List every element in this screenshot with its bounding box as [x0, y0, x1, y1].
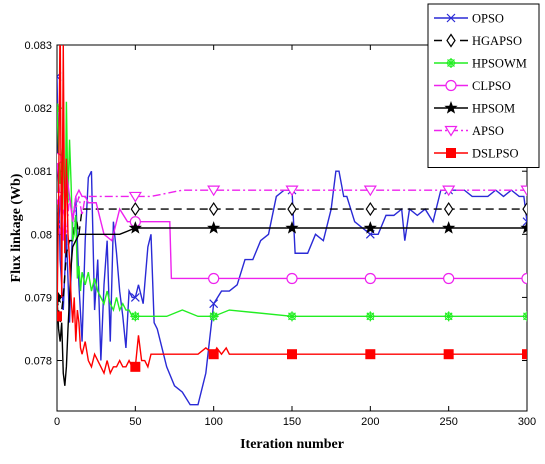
x-axis-title: Iteration number — [240, 437, 344, 452]
series-marker-hpsowm — [365, 311, 376, 322]
legend-marker-apso — [444, 125, 458, 137]
legend-marker-dslpso — [446, 148, 456, 158]
series-marker-apso — [520, 185, 527, 197]
series-line-hpsowm — [57, 101, 527, 318]
y-tick-label: 0.079 — [24, 292, 52, 304]
series-marker-dslpso — [57, 311, 62, 322]
series-marker-apso — [207, 185, 221, 197]
legend-label-opso: OPSO — [472, 12, 504, 26]
series-marker-apso — [128, 191, 142, 203]
series-marker-hgapso — [522, 201, 527, 217]
series-marker-dslpso — [522, 349, 527, 360]
series-marker-clpso — [364, 272, 376, 285]
series-hpsom — [57, 221, 527, 386]
legend: OPSO HGAPSO HPSOWM CLPSO HPSOM APSO DSLPSO — [427, 3, 540, 168]
series-dslpso — [57, 45, 527, 376]
x-tick-label: 150 — [283, 416, 301, 428]
series-marker-clpso — [443, 272, 455, 285]
series-marker-clpso — [286, 272, 298, 285]
legend-marker-clpso — [445, 79, 457, 92]
series-marker-clpso — [208, 272, 220, 285]
series-marker-hpsom — [520, 221, 527, 234]
series-line-hpsom — [57, 227, 527, 386]
legend-label-clpso: CLPSO — [472, 79, 511, 93]
series-marker-hgapso — [443, 201, 454, 217]
legend-label-hpsom: HPSOM — [472, 102, 515, 116]
series-marker-hpsowm — [443, 311, 454, 322]
series-marker-hpsom — [363, 221, 377, 234]
series-marker-dslpso — [130, 361, 141, 372]
series-marker-apso — [363, 185, 377, 197]
series-marker-hgapso — [287, 201, 297, 217]
series-marker-hpsowm — [287, 311, 297, 322]
legend-marker-opso — [446, 13, 456, 23]
x-tick-label: 250 — [439, 416, 457, 428]
series-line-dslpso — [57, 45, 527, 376]
y-tick-label: 0.083 — [24, 40, 52, 52]
series-marker-hpsom — [285, 221, 299, 234]
legend-marker-hpsom — [444, 101, 458, 114]
series-marker-apso — [285, 185, 299, 197]
series-marker-hgapso — [130, 201, 141, 217]
legend-label-hgapso: HGAPSO — [472, 34, 522, 48]
x-tick-label: 0 — [54, 416, 60, 428]
series-marker-hgapso — [208, 201, 219, 217]
legend-marker-hpsowm — [446, 58, 456, 68]
legend-label-dslpso: DSLPSO — [472, 147, 519, 161]
y-tick-label: 0.082 — [24, 103, 52, 115]
series-marker-hpsom — [207, 221, 221, 234]
plot-area — [57, 45, 527, 406]
legend-label-apso: APSO — [472, 124, 504, 138]
series-marker-apso — [442, 185, 456, 197]
series-marker-hpsom — [128, 221, 142, 234]
x-tick-label: 200 — [361, 416, 379, 428]
series-marker-opso — [130, 292, 140, 302]
series-marker-opso — [522, 217, 527, 227]
y-tick-label: 0.078 — [24, 356, 52, 368]
series-marker-dslpso — [365, 349, 376, 360]
y-tick-label: 0.08 — [31, 229, 52, 241]
legend-label-hpsowm: HPSOWM — [472, 57, 527, 71]
series-marker-opso — [209, 299, 219, 309]
y-tick-label: 0.081 — [24, 166, 52, 178]
series-marker-hpsowm — [130, 311, 141, 322]
series-marker-hpsowm — [208, 311, 219, 322]
series-line-apso — [57, 189, 527, 235]
x-tick-label: 100 — [204, 416, 222, 428]
x-tick-label: 50 — [129, 416, 141, 428]
x-tick-label: 300 — [518, 416, 536, 428]
series-marker-hgapso — [365, 201, 376, 217]
series-marker-dslpso — [208, 349, 219, 360]
series-marker-hpsom — [57, 290, 64, 304]
series-marker-clpso — [521, 272, 527, 285]
series-marker-dslpso — [443, 349, 454, 360]
y-axis-title: Flux linkage (Wb) — [9, 173, 24, 282]
series-marker-hpsowm — [522, 311, 527, 322]
legend-marker-hgapso — [446, 33, 456, 48]
series-marker-hpsom — [442, 221, 456, 234]
series-marker-dslpso — [287, 349, 297, 360]
